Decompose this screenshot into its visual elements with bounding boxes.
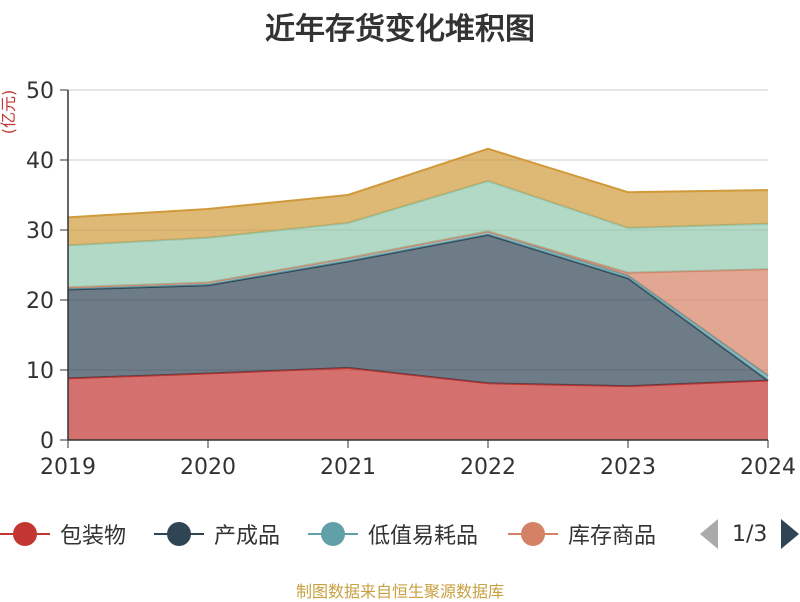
y-axis-label: (亿元) bbox=[0, 90, 18, 135]
area-series-5 bbox=[68, 148, 768, 246]
legend-label: 低值易耗品 bbox=[368, 524, 479, 549]
legend: 包装物 产成品 低值易耗品 库存商品 bbox=[0, 514, 800, 554]
legend-label: 库存商品 bbox=[568, 524, 657, 549]
legend-dot bbox=[167, 522, 191, 546]
area-layer bbox=[67, 147, 769, 440]
x-tick-label: 2022 bbox=[460, 455, 516, 480]
legend-item[interactable]: 库存商品 bbox=[508, 514, 656, 554]
legend-swatch-icon bbox=[154, 522, 204, 546]
x-tick-label: 2021 bbox=[320, 455, 376, 480]
legend-item[interactable]: 产成品 bbox=[154, 514, 280, 554]
chart-title: 近年存货变化堆积图 bbox=[265, 12, 535, 47]
legend-dot bbox=[13, 522, 37, 546]
area-series-4 bbox=[68, 181, 768, 288]
y-tick-label: 20 bbox=[26, 289, 54, 314]
y-tick-label: 30 bbox=[26, 219, 54, 244]
legend-item[interactable]: 包装物 bbox=[0, 514, 126, 554]
y-tick-label: 10 bbox=[26, 359, 54, 384]
legend-prev-page-icon[interactable] bbox=[700, 519, 718, 549]
x-tick-label: 2023 bbox=[600, 455, 656, 480]
legend-page-indicator: 1/3 bbox=[732, 521, 768, 547]
legend-swatch-icon bbox=[308, 522, 358, 546]
legend-pager: 1/3 bbox=[700, 516, 800, 552]
area-series-1 bbox=[68, 234, 768, 387]
source-note: 制图数据来自恒生聚源数据库 bbox=[295, 582, 504, 601]
legend-swatch-icon bbox=[508, 522, 558, 546]
series-line-5 bbox=[67, 147, 769, 219]
y-tick-label: 50 bbox=[26, 79, 54, 104]
legend-swatch-icon bbox=[0, 522, 50, 546]
y-tick-label: 0 bbox=[40, 429, 54, 454]
legend-label: 产成品 bbox=[214, 524, 281, 549]
x-tick-label: 2024 bbox=[740, 455, 796, 480]
legend-next-page-icon[interactable] bbox=[781, 519, 800, 549]
x-tick-label: 2019 bbox=[40, 455, 96, 480]
legend-item[interactable]: 低值易耗品 bbox=[308, 514, 478, 554]
y-tick-label: 40 bbox=[26, 149, 54, 174]
x-tick-label: 2020 bbox=[180, 455, 236, 480]
legend-dot bbox=[521, 522, 545, 546]
legend-dot bbox=[321, 522, 345, 546]
legend-label: 包装物 bbox=[60, 524, 127, 549]
axis-layer: 0 10 20 30 40 50 2019 2020 2021 2022 2023 2024 bbox=[26, 79, 796, 480]
